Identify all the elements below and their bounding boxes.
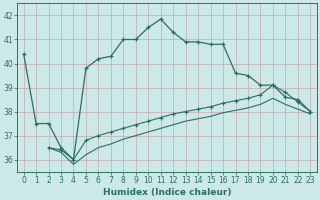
- X-axis label: Humidex (Indice chaleur): Humidex (Indice chaleur): [103, 188, 231, 197]
